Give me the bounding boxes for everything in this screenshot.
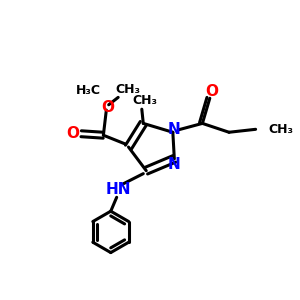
Text: O: O: [101, 100, 114, 115]
Text: N: N: [168, 157, 181, 172]
Text: N: N: [168, 122, 181, 137]
Text: CH₃: CH₃: [132, 94, 157, 107]
Text: HN: HN: [105, 182, 131, 196]
Text: O: O: [205, 84, 218, 99]
Text: CH₃: CH₃: [115, 83, 140, 96]
Text: O: O: [66, 126, 80, 141]
Text: CH₃: CH₃: [268, 123, 293, 136]
Text: H₃C: H₃C: [76, 84, 100, 98]
